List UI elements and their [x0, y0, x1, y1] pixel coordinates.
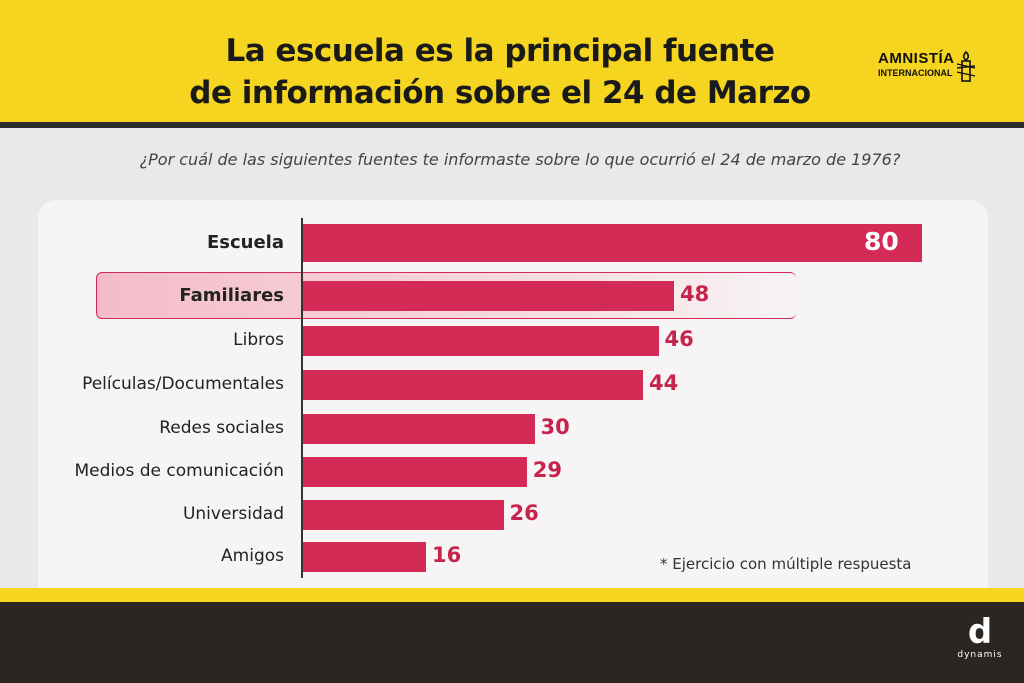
- chart-note: * Ejercicio con múltiple respuesta: [660, 555, 912, 573]
- category-label: Libros: [233, 330, 284, 350]
- value-label: 26: [509, 501, 539, 525]
- candle-icon: [956, 50, 976, 82]
- dynamis-logo: d dynamis: [957, 612, 1003, 660]
- category-label: Universidad: [182, 504, 284, 524]
- bar: [302, 542, 426, 572]
- value-label: 48: [680, 282, 710, 306]
- bar: [302, 457, 527, 487]
- page-title: La escuela es la principal fuente de info…: [189, 33, 811, 111]
- chart-question: ¿Por cuál de las siguientes fuentes te i…: [139, 150, 901, 169]
- category-label: Familiares: [179, 285, 284, 306]
- bar: [302, 281, 674, 311]
- value-label: 30: [540, 415, 570, 439]
- amnistia-logo: AMNISTÍA INTERNACIONAL: [878, 50, 955, 78]
- bar: [302, 224, 922, 262]
- bar: [302, 414, 535, 444]
- value-label: 44: [649, 371, 679, 395]
- bar: [302, 370, 643, 400]
- header-banner: La escuela es la principal fuente de info…: [0, 0, 1024, 128]
- category-label: Redes sociales: [159, 418, 284, 438]
- y-axis-line: [301, 218, 303, 578]
- category-label: Películas/Documentales: [82, 374, 284, 394]
- bar: [302, 500, 504, 530]
- bar: [302, 326, 659, 356]
- footer-band: [0, 588, 1024, 683]
- value-label: 16: [432, 543, 462, 567]
- value-label: 46: [664, 327, 694, 351]
- category-label: Medios de comunicación: [74, 461, 284, 481]
- category-label: Escuela: [206, 232, 284, 253]
- value-label: 29: [532, 458, 562, 482]
- value-label: 80: [864, 227, 899, 256]
- category-label: Amigos: [221, 546, 284, 566]
